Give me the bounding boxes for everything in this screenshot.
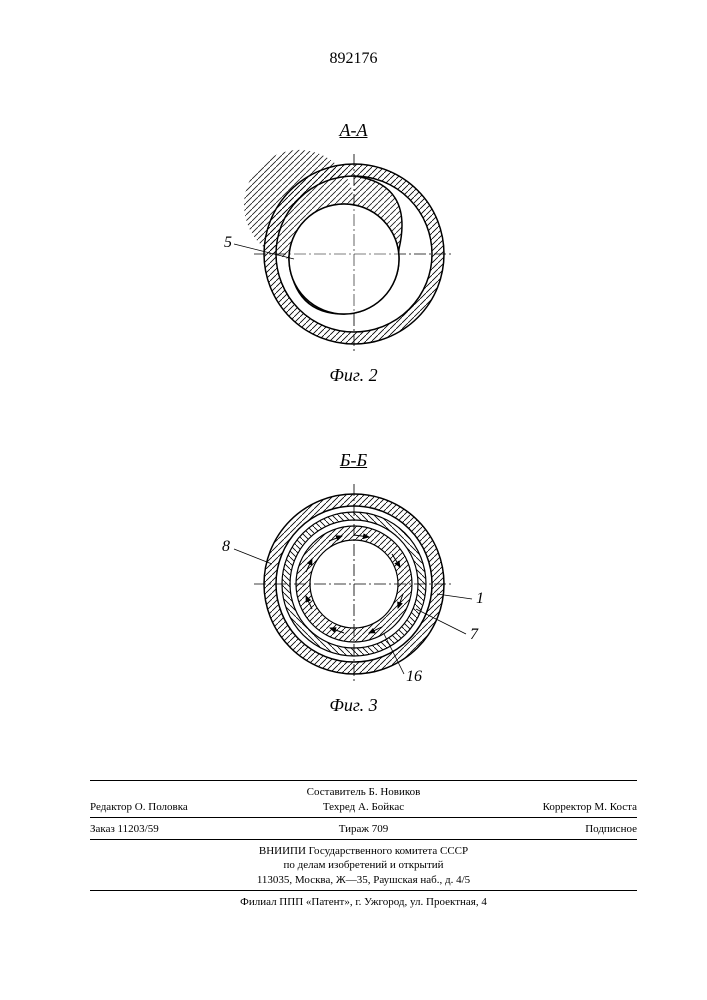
fig2-section-label: А-А	[0, 120, 707, 141]
fig2-svg: 5	[204, 149, 504, 359]
footer-tirage: Тираж 709	[272, 822, 454, 837]
fig2-caption: Фиг. 2	[0, 365, 707, 386]
footer-org2: по делам изобретений и открытий	[90, 858, 637, 873]
fig3-svg: 8 1 7 16	[194, 479, 514, 689]
figure-2: А-А 5 Фиг. 2	[0, 120, 707, 400]
footer-editor: Редактор О. Половка	[90, 800, 272, 815]
fig3-callout-7: 7	[470, 626, 479, 643]
footer-compiler: Составитель Б. Новиков	[90, 785, 637, 800]
footer: Составитель Б. Новиков Редактор О. Полов…	[90, 778, 637, 910]
fig3-callout-16: 16	[406, 668, 422, 685]
footer-order: Заказ 11203/59	[90, 822, 272, 837]
footer-org1: ВНИИПИ Государственного комитета СССР	[90, 844, 637, 859]
footer-addr2: Филиал ППП «Патент», г. Ужгород, ул. Про…	[90, 895, 637, 910]
footer-corrector: Корректор М. Коста	[455, 800, 637, 815]
fig3-callout-8: 8	[222, 538, 230, 555]
figure-3: Б-Б	[0, 450, 707, 730]
footer-subscription: Подписное	[455, 822, 637, 837]
patent-number: 892176	[0, 50, 707, 68]
fig3-caption: Фиг. 3	[0, 695, 707, 716]
footer-tech: Техред А. Бойкас	[272, 800, 454, 815]
fig3-section-label: Б-Б	[0, 450, 707, 471]
fig3-callout-1: 1	[476, 590, 484, 607]
footer-addr1: 113035, Москва, Ж—35, Раушская наб., д. …	[90, 873, 637, 888]
fig2-callout-5: 5	[224, 234, 232, 251]
